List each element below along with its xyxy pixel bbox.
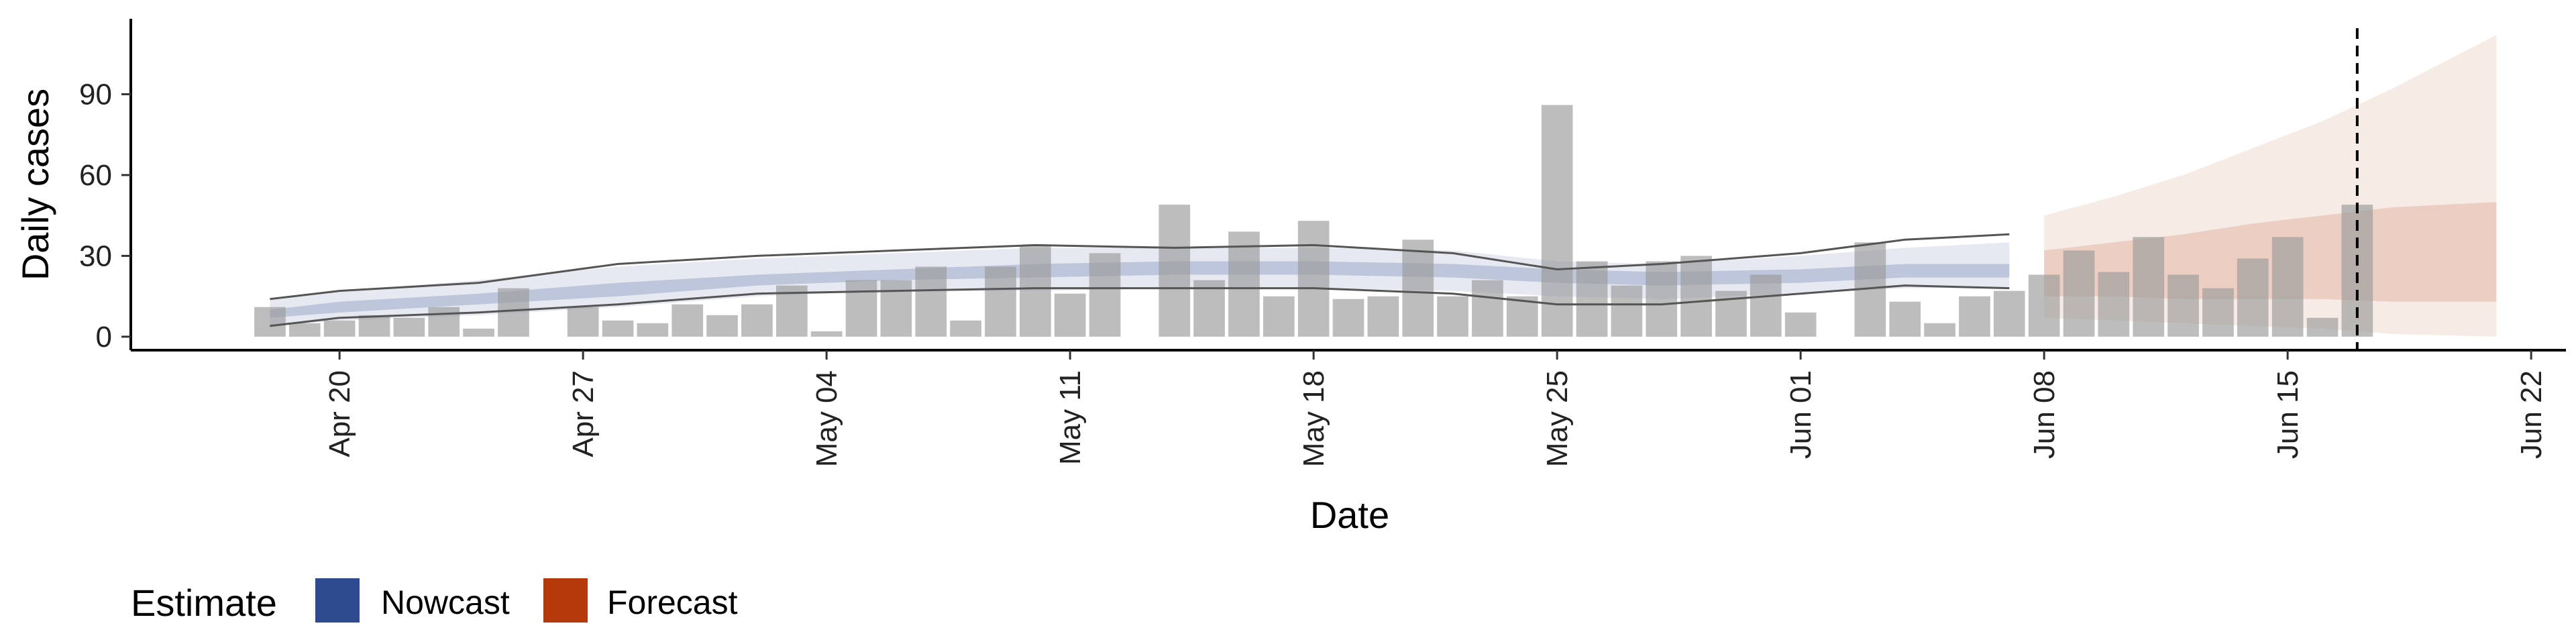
observed-case-bar	[498, 288, 529, 337]
observed-case-bar	[880, 280, 912, 337]
observed-case-bar	[1541, 105, 1573, 337]
observed-case-bar	[1228, 231, 1260, 337]
observed-case-bar	[637, 323, 669, 337]
observed-case-bar	[1263, 296, 1295, 337]
observed-case-bar	[2306, 317, 2339, 337]
axes: 0 30 60 90 Apr 20 Apr 27 May 04 May 11 May 18 May…	[79, 19, 2566, 467]
x-tick-label: Jun 01	[1784, 370, 1817, 459]
legend-swatch-forecast	[543, 578, 588, 623]
observed-case-bar	[2133, 237, 2165, 337]
observed-case-bar	[1993, 290, 2025, 337]
observed-case-bar	[1924, 323, 1955, 337]
observed-case-bar	[2202, 288, 2234, 337]
observed-case-bar	[985, 266, 1016, 337]
observed-case-bar	[1437, 296, 1468, 337]
x-tick-label: May 18	[1297, 370, 1330, 467]
observed-case-bar	[1193, 280, 1225, 337]
observed-case-bar	[706, 315, 738, 337]
x-tick-label: May 11	[1054, 370, 1087, 465]
interval-lines	[270, 233, 2010, 327]
y-tick-label: 0	[96, 321, 112, 354]
legend-swatch-nowcast	[315, 578, 360, 623]
x-tick-label: May 25	[1541, 370, 1574, 467]
observed-case-bar	[1750, 274, 1782, 337]
observed-case-bar	[463, 328, 494, 337]
observed-case-bar	[1889, 301, 1921, 337]
observed-case-bar	[1402, 239, 1434, 337]
y-tick-label: 30	[79, 239, 112, 272]
legend: Estimate Nowcast Forecast	[131, 578, 738, 624]
observed-case-bar	[2271, 237, 2304, 337]
observed-case-bar	[1576, 261, 1608, 337]
observed-case-bar	[1089, 253, 1121, 337]
observed-case-bar	[1784, 312, 1817, 337]
observed-case-bar	[323, 320, 356, 337]
observed-case-bar	[2167, 274, 2199, 337]
observed-case-bar	[845, 280, 877, 337]
observed-case-bar	[428, 307, 460, 337]
observed-case-bar	[741, 304, 773, 337]
observed-case-bar	[672, 304, 704, 337]
observed-case-bar	[1054, 293, 1086, 337]
observed-case-bar	[358, 315, 390, 337]
observed-case-bar	[810, 331, 843, 337]
observed-case-bar	[1611, 285, 1643, 337]
x-tick-label: May 04	[810, 370, 843, 467]
x-tick-label: Apr 20	[323, 370, 356, 458]
observed-case-bar	[2098, 272, 2130, 337]
y-tick-label: 90	[79, 78, 112, 111]
observed-case-bar	[1367, 296, 1399, 337]
x-tick-label: Jun 15	[2271, 370, 2304, 459]
legend-title: Estimate	[131, 582, 277, 624]
observed-case-bar	[602, 320, 634, 337]
observed-case-bar	[1506, 296, 1538, 337]
observed-case-bar	[393, 317, 425, 337]
nowcast-band-50	[270, 261, 2010, 318]
observed-case-bar	[1959, 296, 1990, 337]
observed-case-bar	[1020, 245, 1051, 337]
observed-case-bar	[950, 320, 981, 337]
x-axis-title: Date	[1310, 494, 1389, 536]
observed-case-bar	[915, 266, 947, 337]
y-tick-label: 60	[79, 159, 112, 192]
observed-case-bar	[1297, 221, 1330, 337]
observed-case-bar	[254, 307, 286, 337]
observed-case-bar	[1332, 299, 1364, 337]
legend-label-forecast: Forecast	[607, 584, 738, 621]
y-axis-title: Daily cases	[14, 89, 56, 280]
x-tick-label: Jun 22	[2515, 370, 2548, 459]
observed-case-bar	[1680, 256, 1712, 337]
nowcast-lower-line	[270, 284, 2010, 327]
observed-case-bar	[1646, 261, 1678, 337]
observed-case-bar	[2063, 250, 2095, 337]
x-tick-label: Apr 27	[567, 370, 600, 458]
observed-case-bar	[2028, 274, 2060, 337]
nowcast-band-90	[270, 242, 2010, 326]
observed-case-bar	[567, 307, 599, 337]
observed-case-bar	[288, 323, 321, 337]
observed-case-bar	[1472, 280, 1503, 337]
x-tick-label: Jun 08	[2028, 370, 2061, 459]
nowcast-upper-line	[270, 233, 2010, 301]
legend-label-nowcast: Nowcast	[381, 584, 510, 621]
observed-case-bar	[1159, 205, 1191, 337]
observed-case-bar	[2237, 258, 2269, 337]
